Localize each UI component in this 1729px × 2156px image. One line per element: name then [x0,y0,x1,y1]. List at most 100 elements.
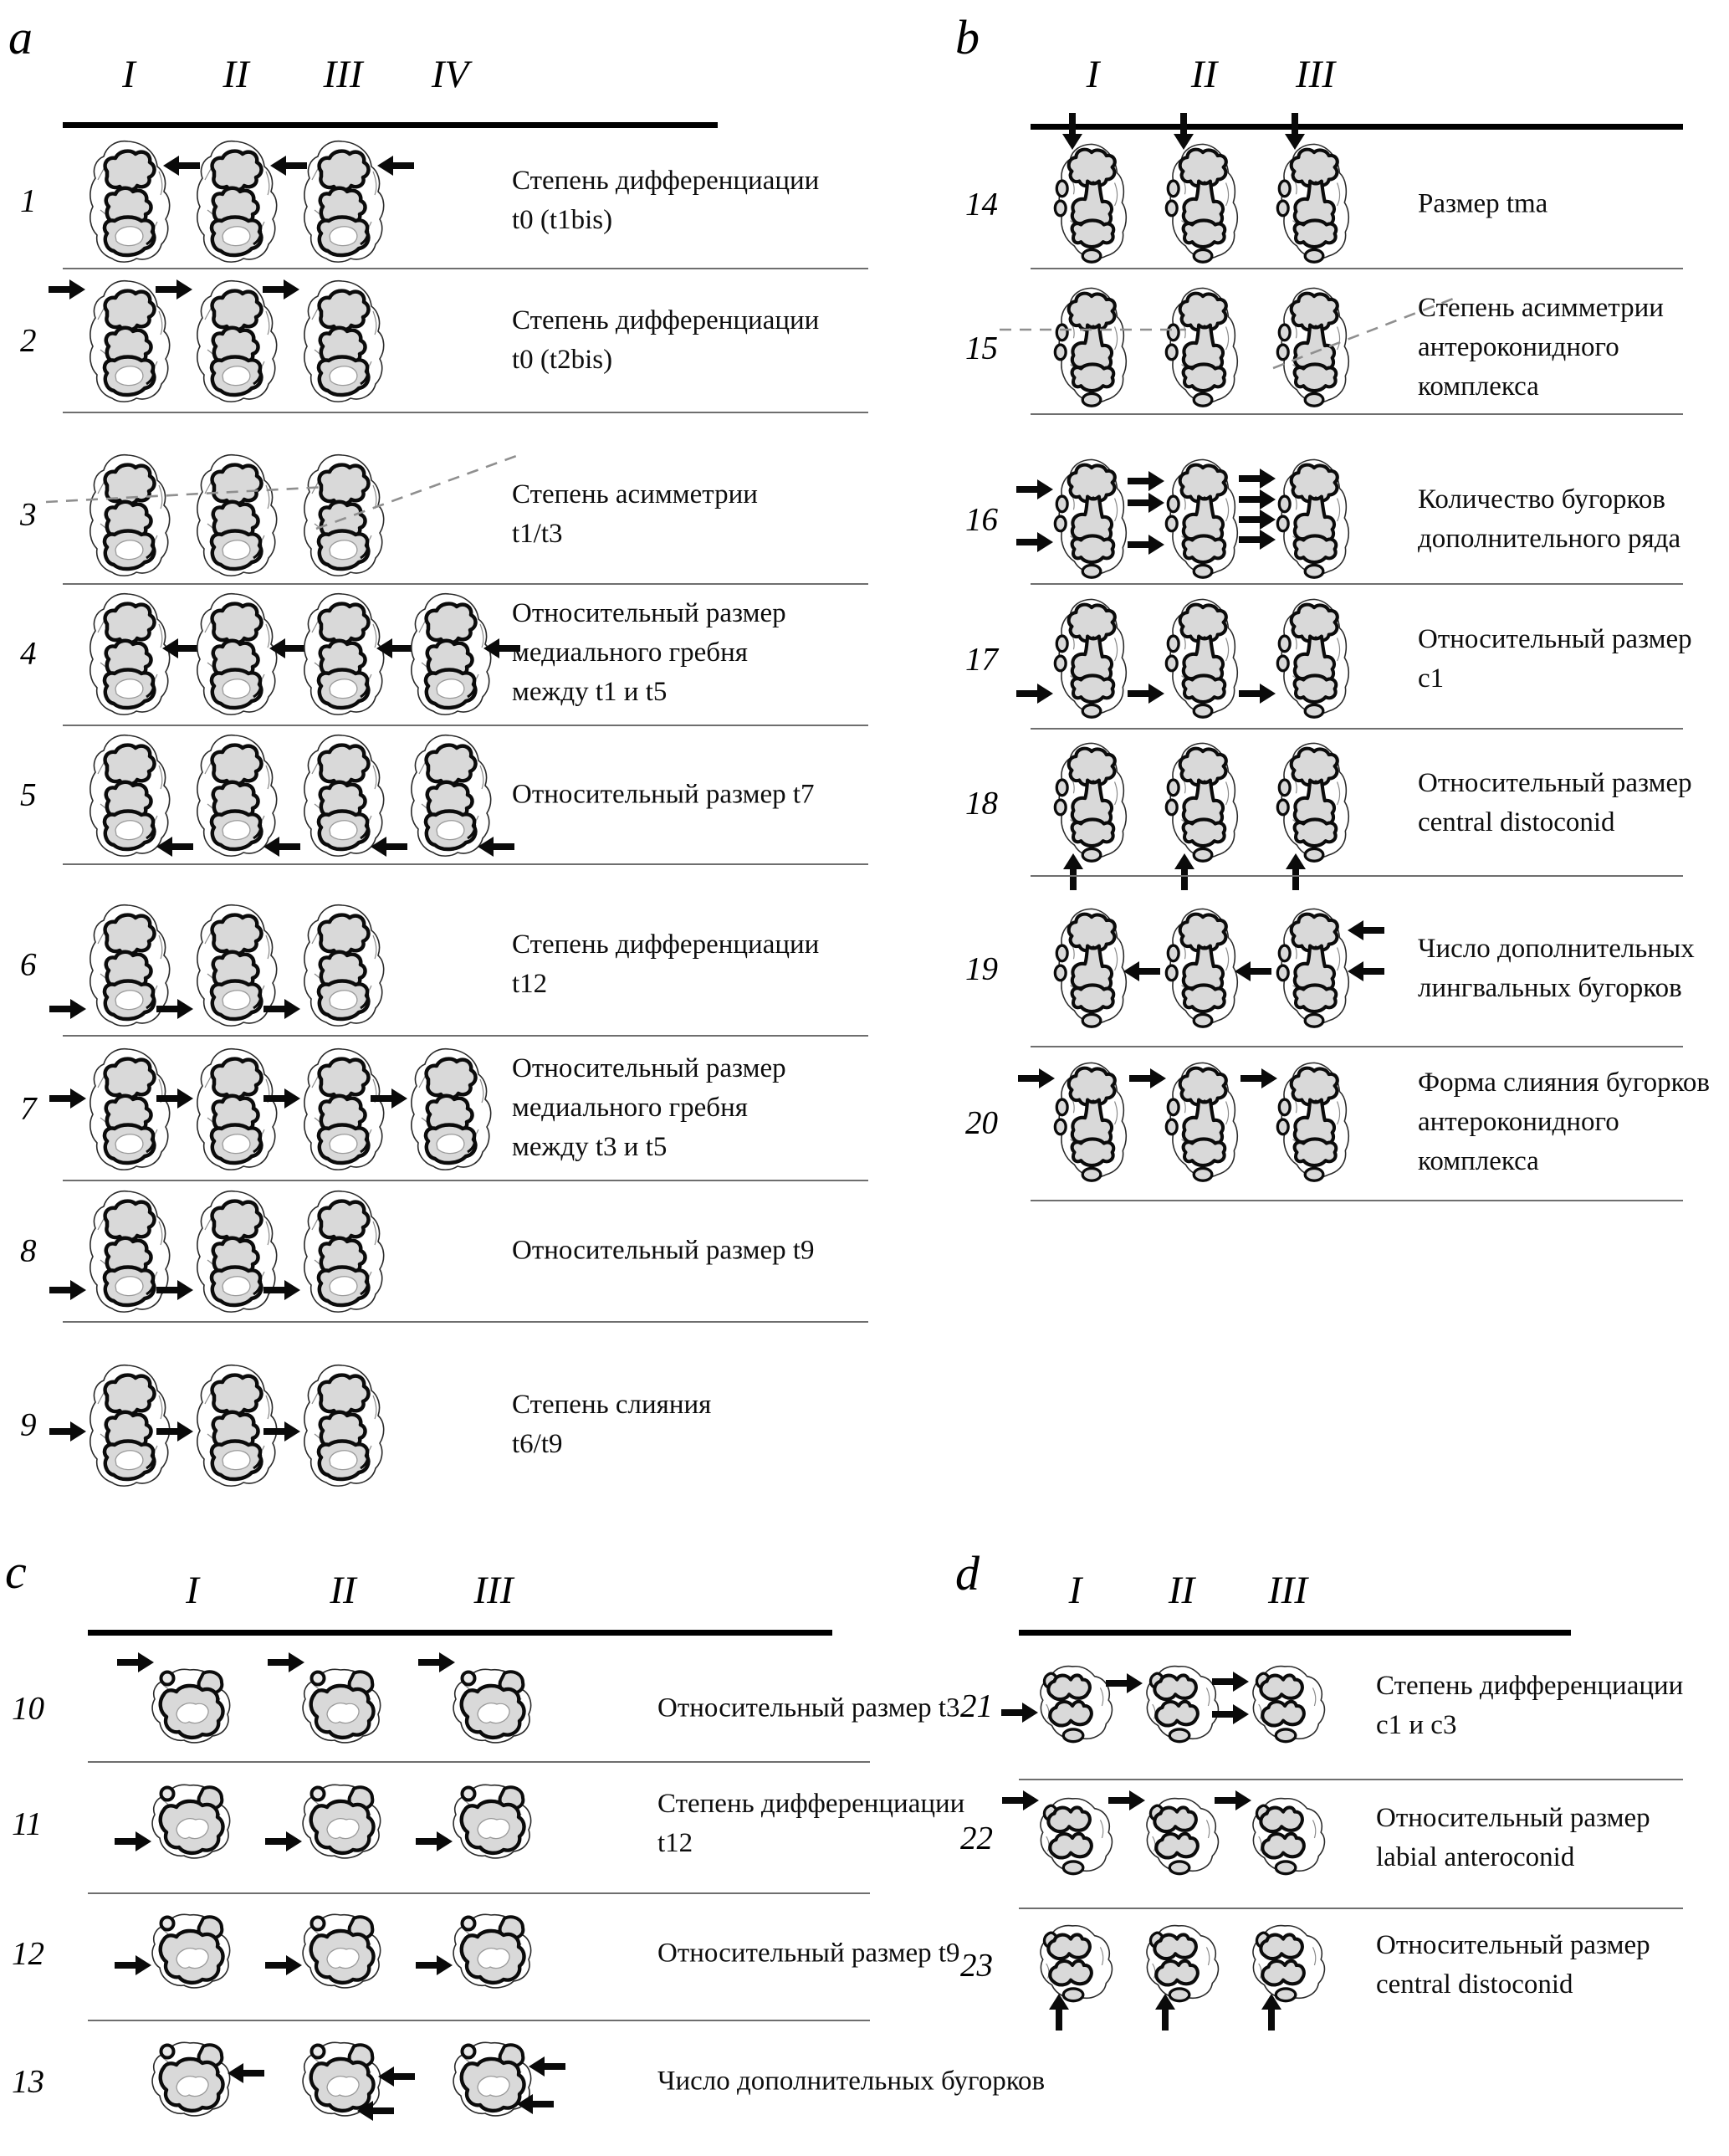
row-separator [63,1321,868,1323]
feature-arrow-icon [162,638,199,659]
lower-m1-occlusal-outline [1049,905,1138,1032]
feature-arrow-icon [371,1088,407,1109]
row-separator [63,1035,868,1037]
row-separator [1031,728,1683,730]
feature-arrow-icon [1108,1790,1145,1811]
row-label: Относительный размер t3 [657,1693,960,1723]
feature-arrow-icon [371,836,407,858]
tooth-drawing [189,278,283,403]
feature-arrow-icon [270,155,307,177]
lower-m1-occlusal-outline [1271,456,1360,583]
upper-m1-occlusal-outline [403,732,497,858]
upper-m2-occlusal-outline [146,2040,239,2123]
upper-m2-occlusal-outline [296,1667,390,1750]
tooth-drawing [296,1362,390,1488]
feature-arrow-icon [263,1421,300,1442]
column-header-III: III [1296,53,1335,96]
tooth-drawing [1140,1923,1224,2008]
lower-m2-occlusal-outline [1246,1795,1330,1881]
row-separator [88,1761,870,1763]
tooth-drawing [447,1667,540,1750]
feature-arrow-icon [1154,1994,1176,2031]
feature-arrow-icon [1215,1790,1251,1811]
row-number: 21 [960,1687,993,1724]
row-number: 1 [20,182,37,219]
tooth-drawing [1160,740,1249,867]
tooth-drawing [82,452,176,577]
tooth-drawing [296,1912,390,1995]
lower-m1-occlusal-outline [1271,905,1360,1032]
tooth-drawing [82,591,176,716]
row-number: 19 [965,950,998,987]
row-label: Относительный размер медиального гребня … [512,1053,786,1163]
lower-m1-occlusal-outline [1049,1059,1138,1186]
feature-arrow-icon [263,1088,300,1109]
feature-arrow-icon [156,1421,193,1442]
tooth-drawing [82,138,176,264]
feature-arrow-icon [156,998,193,1020]
tooth-drawing [189,1046,283,1171]
panel-a-label: a [8,10,33,64]
feature-arrow-icon [1002,1790,1039,1811]
feature-arrow-icon [156,279,192,300]
row-number: 17 [965,641,998,678]
tooth-drawing [1271,141,1360,268]
feature-arrow-icon [1239,468,1276,489]
row-separator [63,1180,868,1181]
row-number: 23 [960,1947,993,1984]
tooth-drawing [296,732,390,858]
row-label: Относительный размер t9 [657,1938,960,1969]
feature-arrow-icon [263,1279,300,1301]
tooth-drawing [1246,1795,1330,1881]
tooth-drawing [1160,456,1249,583]
upper-m1-occlusal-outline [189,278,283,403]
lower-m1-occlusal-outline [1271,1059,1360,1186]
tooth-drawing [1049,740,1138,867]
tooth-drawing [1140,1795,1224,1881]
lower-m1-occlusal-outline [1160,905,1249,1032]
feature-arrow-icon [1174,853,1195,890]
feature-arrow-icon [1128,492,1164,514]
tooth-drawing [82,1362,176,1488]
upper-m2-occlusal-outline [447,1782,540,1866]
feature-arrow-icon [1235,960,1271,982]
upper-m1-occlusal-outline [82,1362,176,1488]
upper-m1-occlusal-outline [189,138,283,264]
tooth-drawing [1271,740,1360,867]
tooth-drawing [189,452,283,577]
row-label: Относительный размер медиального гребня … [512,598,786,708]
feature-arrow-icon [156,1279,193,1301]
feature-arrow-icon [1128,534,1164,556]
row-number: 9 [20,1406,37,1443]
tooth-drawing [403,591,497,716]
feature-arrow-icon [1062,853,1084,890]
feature-arrow-icon [357,2100,394,2122]
feature-arrow-icon [1348,960,1384,982]
row-number: 8 [20,1232,37,1269]
feature-arrow-icon [1261,1994,1282,2031]
tooth-drawing [1049,905,1138,1032]
tooth-drawing [1049,141,1138,268]
lower-m2-occlusal-outline [1034,1663,1118,1749]
feature-arrow-icon [1239,489,1276,510]
tooth-drawing [1271,456,1360,583]
feature-arrow-icon [49,1088,86,1109]
feature-arrow-icon [263,998,300,1020]
row-label: Количество бугорков дополнительного ряда [1418,484,1681,554]
row-label: Степень асимметрии t1/t3 [512,479,758,549]
column-header-I: I [1086,53,1100,96]
tooth-drawing [1246,1923,1330,2008]
upper-m1-occlusal-outline [82,138,176,264]
lower-m1-occlusal-outline [1160,1059,1249,1186]
feature-arrow-icon [418,1652,455,1673]
feature-arrow-icon [156,836,193,858]
upper-m1-occlusal-outline [82,732,176,858]
feature-arrow-icon [49,1421,86,1442]
feature-arrow-icon [263,836,300,858]
header-rule [1031,124,1683,130]
upper-m1-occlusal-outline [296,591,390,716]
tooth-drawing [1049,596,1138,723]
row-label: Степень слияния t6/t9 [512,1389,712,1459]
